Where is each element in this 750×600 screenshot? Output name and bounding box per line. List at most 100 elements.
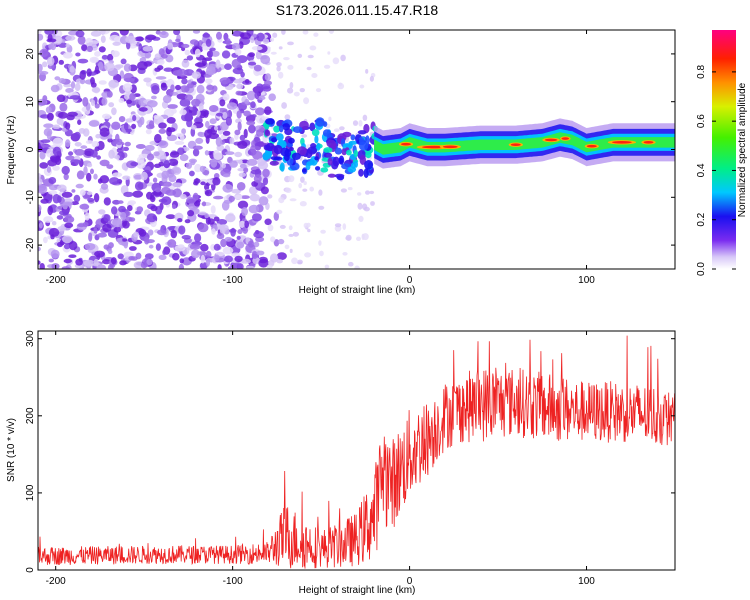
spectrogram-signal-blob xyxy=(359,141,369,151)
spectrogram-noise-blob xyxy=(90,30,102,37)
spectrogram-noise-blob xyxy=(181,43,190,49)
spectrogram-noise-blob xyxy=(86,45,93,53)
spectrogram-noise-blob xyxy=(97,61,104,71)
spectrogram-noise-blob xyxy=(98,46,106,53)
spectrogram-noise-blob xyxy=(152,177,158,183)
spectrogram-noise-blob xyxy=(297,53,303,59)
spectrogram-y-tick-label: -10 xyxy=(25,190,36,205)
spectrogram-noise-blob xyxy=(198,103,204,111)
spectrogram-noise-blob xyxy=(155,76,167,80)
spectrogram-noise-blob xyxy=(161,170,170,179)
spectrogram-noise-blob xyxy=(354,265,360,269)
spectrogram-noise-blob xyxy=(74,148,85,156)
spectrogram-noise-blob xyxy=(260,54,271,65)
spectrogram-hot-core xyxy=(510,143,521,146)
spectrogram-noise-blob xyxy=(178,263,184,269)
spectrogram-signal-blob xyxy=(359,155,366,165)
spectrogram-noise-blob xyxy=(117,253,124,260)
spectrogram-hot-core xyxy=(442,145,458,149)
spectrogram-noise-blob xyxy=(253,174,262,183)
spectrogram-x-tick-label: 0 xyxy=(407,275,413,286)
spectrogram-noise-blob xyxy=(319,250,324,257)
spectrogram-noise-blob xyxy=(103,197,111,206)
spectrogram-noise-blob xyxy=(221,163,227,169)
spectrogram-noise-blob xyxy=(107,249,113,254)
spectrogram-noise-blob xyxy=(256,250,265,256)
spectrogram-noise-blob xyxy=(108,79,120,89)
spectrogram-noise-blob xyxy=(90,99,96,106)
colorbar-tick-label: 0.2 xyxy=(696,212,707,226)
spectrogram-noise-blob xyxy=(125,118,134,123)
spectrogram-noise-blob xyxy=(359,84,365,89)
spectrogram-noise-blob xyxy=(166,127,176,133)
spectrogram-noise-blob xyxy=(240,32,251,40)
spectrogram-noise-blob xyxy=(43,236,48,244)
spectrogram-noise-blob xyxy=(145,81,152,87)
snr-frame xyxy=(37,330,676,571)
spectrogram-noise-blob xyxy=(188,69,194,75)
spectrogram-noise-blob xyxy=(281,30,286,35)
spectrogram-noise-blob xyxy=(205,78,213,84)
spectrogram-x-tick-label: -100 xyxy=(223,275,243,286)
spectrogram-noise-blob xyxy=(79,70,86,80)
spectrogram-noise-blob xyxy=(237,140,248,149)
spectrogram-signal-blob xyxy=(327,173,336,178)
spectrogram-noise-blob xyxy=(342,223,347,231)
spectrogram-noise-blob xyxy=(256,129,264,137)
spectrogram-noise-blob xyxy=(140,261,148,269)
spectrogram-noise-blob xyxy=(299,88,305,93)
spectrogram-noise-blob xyxy=(123,77,135,83)
spectrogram-noise-blob xyxy=(132,115,137,122)
spectrogram-noise-blob xyxy=(150,205,158,212)
spectrogram-noise-blob xyxy=(81,44,88,52)
spectrogram-noise-blob xyxy=(245,265,255,269)
spectrogram-noise-blob xyxy=(248,124,256,134)
spectrogram-noise-blob xyxy=(244,99,250,104)
spectrogram-noise-blob xyxy=(306,66,312,71)
spectrogram-noise-blob xyxy=(56,117,64,125)
spectrogram-noise-blob xyxy=(39,162,49,169)
spectrogram-signal-blob xyxy=(323,147,333,153)
spectrogram-noise-blob xyxy=(318,240,322,246)
spectrogram-noise-blob xyxy=(101,54,108,60)
spectrogram-noise-blob xyxy=(147,229,154,236)
spectrogram-noise-blob xyxy=(370,201,375,206)
spectrogram-noise-blob xyxy=(106,90,113,98)
spectrogram-noise-blob xyxy=(358,120,363,127)
spectrogram-noise-blob xyxy=(171,204,177,210)
spectrogram-noise-blob xyxy=(214,254,220,262)
spectrogram-noise-blob xyxy=(180,193,187,200)
spectrogram-signal-blob xyxy=(358,168,364,177)
spectrogram-noise-blob xyxy=(268,93,277,101)
spectrogram-noise-blob xyxy=(328,116,332,122)
spectrogram-noise-blob xyxy=(83,259,95,267)
spectrogram-noise-blob xyxy=(38,222,43,229)
spectrogram-noise-blob xyxy=(262,177,269,186)
spectrogram-noise-blob xyxy=(91,57,98,62)
spectrogram-noise-blob xyxy=(39,48,49,58)
spectrogram-noise-blob xyxy=(235,90,243,96)
spectrogram-noise-blob xyxy=(118,205,126,213)
spectrogram-signal-blob xyxy=(273,144,283,155)
spectrogram-signal-blob xyxy=(305,148,313,159)
spectrogram-noise-blob xyxy=(214,66,222,73)
spectrogram-noise-blob xyxy=(253,64,262,72)
spectrogram-noise-blob xyxy=(192,145,203,150)
spectrogram-noise-blob xyxy=(172,188,182,198)
spectrogram-hot-core xyxy=(401,142,411,146)
spectrogram-noise-blob xyxy=(47,112,54,121)
spectrogram-noise-blob xyxy=(47,33,53,42)
spectrogram-noise-blob xyxy=(357,202,363,210)
spectrogram-noise-blob xyxy=(94,103,100,109)
spectrogram-noise-blob xyxy=(112,172,123,178)
spectrogram-noise-blob xyxy=(237,121,242,131)
spectrogram-noise-blob xyxy=(237,229,243,235)
spectrogram-signal-blob xyxy=(364,160,374,170)
spectrogram-noise-blob xyxy=(63,215,75,223)
spectrogram-noise-blob xyxy=(306,222,311,228)
spectrogram-noise-blob xyxy=(93,173,98,180)
spectrogram-noise-blob xyxy=(122,175,131,180)
spectrogram-noise-blob xyxy=(46,166,52,173)
spectrogram-noise-blob xyxy=(339,126,345,131)
spectrogram-noise-blob xyxy=(187,79,192,84)
